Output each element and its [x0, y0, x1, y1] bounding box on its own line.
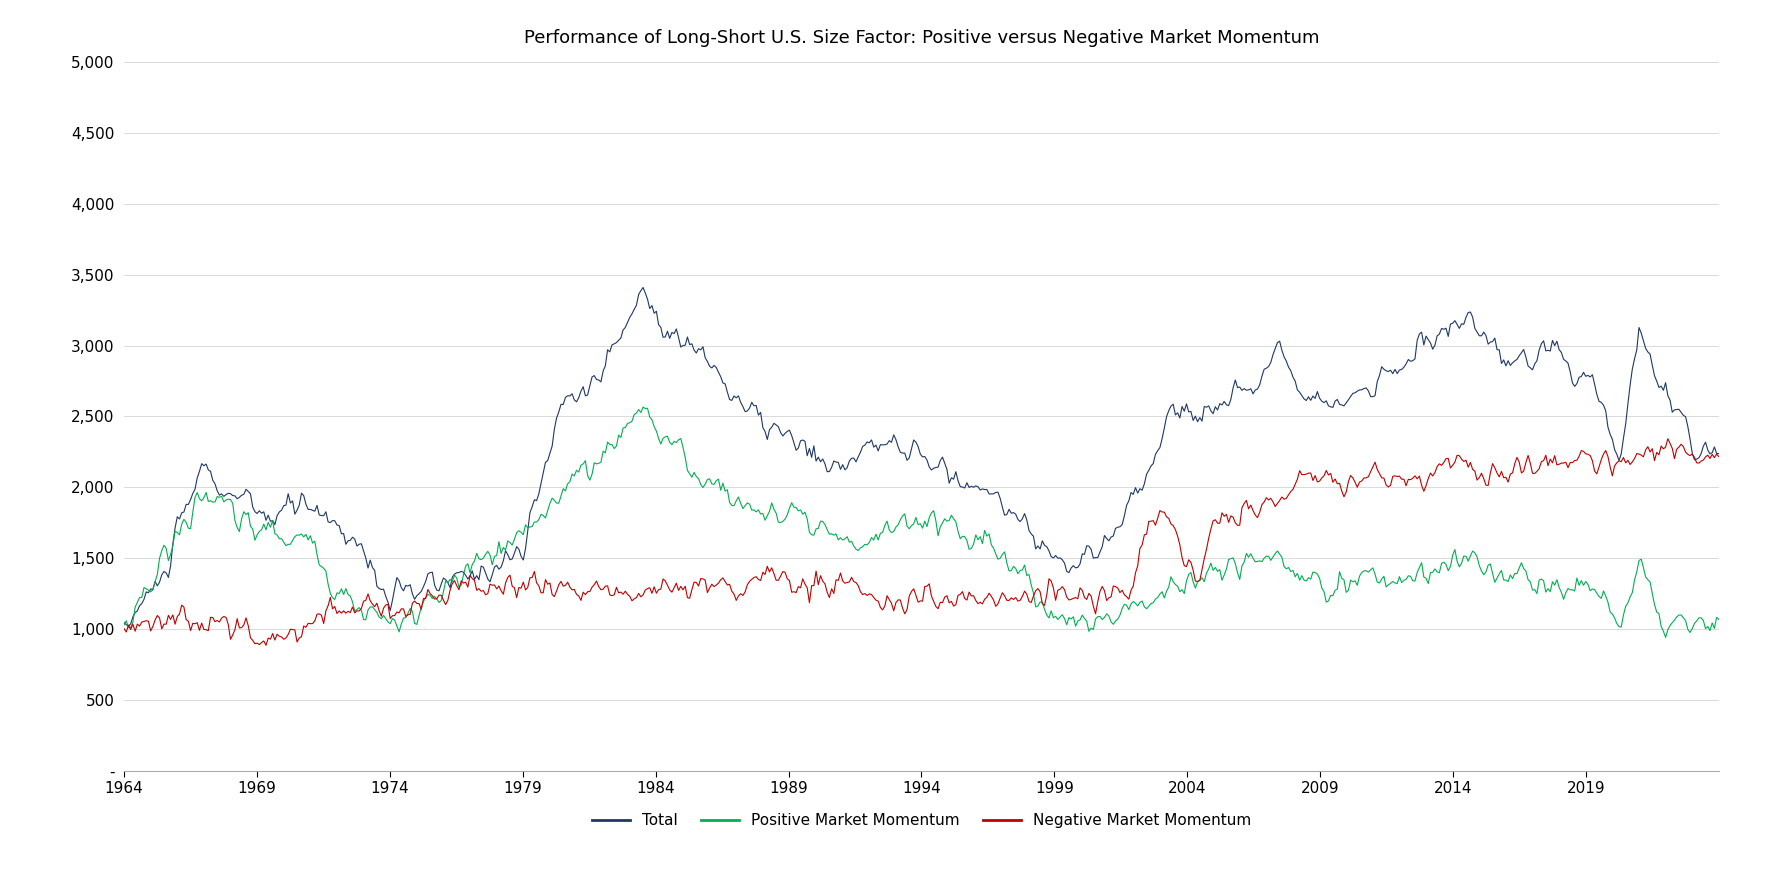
Title: Performance of Long-Short U.S. Size Factor: Positive versus Negative Market Mome: Performance of Long-Short U.S. Size Fact… [525, 28, 1318, 47]
Legend: Total, Positive Market Momentum, Negative Market Momentum: Total, Positive Market Momentum, Negativ… [585, 807, 1258, 834]
